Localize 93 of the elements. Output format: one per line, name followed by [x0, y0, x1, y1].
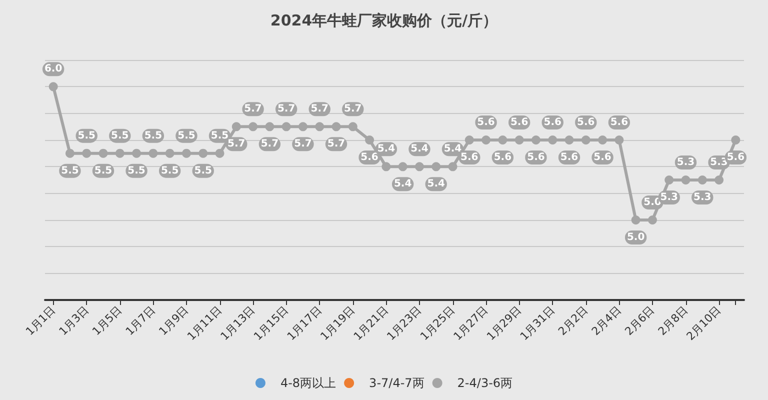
point	[332, 122, 341, 132]
data-label: 5.7	[310, 104, 329, 115]
data-label: 5.4	[444, 144, 462, 155]
x-tick-label: 2月4日	[589, 303, 624, 338]
point	[98, 148, 108, 158]
data-label: 5.6	[594, 152, 612, 163]
point	[731, 136, 740, 144]
point	[232, 122, 241, 132]
data-label: 5.5	[128, 165, 146, 176]
point	[298, 122, 308, 132]
point	[198, 148, 208, 158]
data-label: 5.6	[494, 152, 512, 163]
point	[464, 136, 474, 144]
data-label: 5.3	[660, 192, 678, 203]
point	[82, 148, 92, 158]
legend-label: 4-8两以上	[280, 376, 336, 390]
point	[265, 122, 274, 132]
data-label: 5.5	[94, 165, 112, 176]
point	[531, 136, 540, 144]
chart-title: 2024年牛蛙厂家收购价（元/斤）	[270, 12, 498, 30]
data-label: 5.7	[294, 138, 312, 150]
data-label: 5.7	[327, 138, 346, 150]
point	[564, 136, 574, 144]
data-label: 5.5	[210, 130, 229, 142]
point	[165, 148, 174, 158]
point	[482, 136, 491, 144]
data-label: 5.7	[277, 104, 296, 115]
legend-label: 3-7/4-7两	[369, 376, 424, 390]
point	[315, 122, 324, 132]
data-label: 5.7	[344, 104, 362, 115]
x-tick-label: 1月3日	[56, 303, 92, 338]
data-label: 5.6	[477, 117, 495, 128]
data-label: 5.6	[726, 152, 745, 163]
point	[148, 148, 158, 158]
data-label: 5.7	[228, 138, 246, 150]
data-label: 5.6	[527, 152, 545, 163]
x-tick-label: 2月6日	[622, 303, 658, 338]
data-label: 5.5	[61, 165, 79, 176]
point	[548, 136, 558, 144]
data-label: 5.5	[144, 130, 162, 142]
point	[414, 162, 424, 172]
point	[48, 82, 58, 92]
data-label: 5.6	[560, 152, 578, 163]
point	[498, 136, 508, 144]
point	[382, 162, 391, 172]
legend-label: 2-4/3-6两	[457, 376, 513, 390]
point	[398, 162, 408, 172]
data-label: 5.4	[394, 178, 412, 190]
point	[65, 148, 74, 158]
point	[348, 122, 358, 132]
data-label: 5.7	[260, 138, 279, 150]
point	[365, 136, 374, 144]
point	[248, 122, 258, 132]
data-label: 5.5	[178, 130, 196, 142]
point	[132, 148, 142, 158]
data-label: 5.3	[676, 157, 695, 168]
point	[648, 216, 657, 224]
data-label: 5.6	[577, 117, 595, 128]
point	[598, 136, 608, 144]
data-label: 5.5	[160, 165, 179, 176]
point	[714, 176, 724, 184]
point	[681, 176, 690, 184]
point	[581, 136, 590, 144]
data-label: 5.5	[111, 130, 129, 142]
point	[282, 122, 291, 132]
point	[614, 136, 624, 144]
point	[115, 148, 124, 158]
point	[182, 148, 191, 158]
point	[215, 148, 224, 158]
data-label: 5.4	[427, 178, 446, 190]
x-tick-label: 1月5日	[90, 303, 124, 338]
data-label: 5.6	[544, 117, 562, 128]
data-label: 5.5	[194, 165, 212, 176]
x-tick-label: 1月1日	[23, 303, 58, 338]
x-tick-label: 1月7日	[123, 303, 158, 338]
data-label: 5.4	[377, 144, 396, 155]
data-label: 5.4	[410, 144, 428, 155]
data-label: 5.0	[626, 232, 645, 243]
data-label: 6.0	[44, 64, 62, 75]
point	[448, 162, 458, 172]
data-label: 5.6	[510, 117, 528, 128]
point	[631, 216, 640, 224]
point	[698, 176, 707, 184]
data-label: 5.5	[78, 130, 96, 142]
data-label: 5.6	[610, 117, 628, 128]
point	[432, 162, 441, 172]
x-tick-label: 2月2日	[556, 303, 590, 338]
data-label: 5.3	[694, 192, 712, 203]
point	[514, 136, 524, 144]
data-label: 5.6	[460, 152, 478, 163]
point	[664, 176, 674, 184]
data-label: 5.7	[244, 104, 262, 115]
data-label: 5.6	[360, 152, 378, 163]
